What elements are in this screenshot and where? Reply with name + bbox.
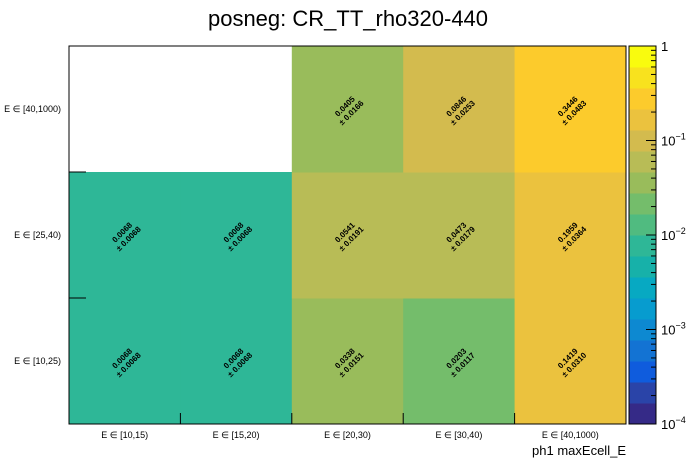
color-scale-band xyxy=(629,403,656,425)
heatmap-cell xyxy=(514,172,627,299)
heatmap-cell xyxy=(69,298,181,425)
color-scale-band xyxy=(629,67,656,89)
heatmap-cell xyxy=(69,172,181,299)
color-scale-tick-label: 10−2 xyxy=(661,226,686,243)
heatmap-cell xyxy=(180,172,293,299)
x-axis-title: ph1 maxEcell_E xyxy=(532,443,626,458)
color-scale-tick-label: 10−3 xyxy=(661,321,686,338)
x-tick-label: E ∈ [30,40) xyxy=(435,430,482,440)
x-tick-label: E ∈ [20,30) xyxy=(324,430,371,440)
color-scale-band xyxy=(629,340,656,362)
color-scale-bar: 1 10−1 10−2 10−3 10−4 xyxy=(628,39,686,432)
heatmap-cell xyxy=(403,46,516,173)
x-tick-label: E ∈ [15,20) xyxy=(213,430,260,440)
y-tick-label: E ∈ [10,25) xyxy=(14,356,61,366)
heatmap-cell xyxy=(403,172,516,299)
color-scale-band xyxy=(629,151,656,173)
plot-frame xyxy=(68,45,627,425)
chart-title: posneg: CR_TT_rho320-440 xyxy=(208,6,488,31)
color-scale-band xyxy=(629,277,656,299)
color-scale-band xyxy=(629,130,656,152)
color-scale-band xyxy=(629,109,656,131)
heatmap-cell xyxy=(514,46,627,173)
y-tick-label: E ∈ [25,40) xyxy=(14,230,61,240)
color-scale-tick-label: 1 xyxy=(661,39,668,54)
x-axis: E ∈ [10,15) E ∈ [15,20) E ∈ [20,30) E ∈ [30… xyxy=(68,413,627,440)
color-scale-band xyxy=(629,235,656,257)
x-tick-label: E ∈ [40,1000) xyxy=(542,430,599,440)
heatmap-cell xyxy=(180,298,293,425)
color-scale-band xyxy=(629,46,656,68)
color-scale-band xyxy=(629,193,656,215)
color-scale-tick-label: 10−4 xyxy=(661,415,686,432)
x-tick-label: E ∈ [10,15) xyxy=(101,430,148,440)
y-axis: E ∈ [10,25) E ∈ [25,40) E ∈ [40,1000) xyxy=(4,45,86,425)
color-scale-band xyxy=(629,382,656,404)
color-scale-band xyxy=(629,256,656,278)
y-tick-label: E ∈ [40,1000) xyxy=(4,104,61,114)
heatmap-cell xyxy=(291,172,404,299)
color-scale-band xyxy=(629,298,656,320)
color-scale-band xyxy=(629,319,656,341)
heatmap-cells: 0.0068± 0.0068 0.0068± 0.0068 0.0338± 0.01… xyxy=(69,46,627,425)
color-scale-band xyxy=(629,214,656,236)
heatmap-cell xyxy=(403,298,516,425)
color-scale-tick-label: 10−1 xyxy=(661,132,686,149)
heatmap-cell xyxy=(291,46,404,173)
heatmap-cell xyxy=(291,298,404,425)
color-scale-band xyxy=(629,361,656,383)
color-scale-band xyxy=(629,88,656,110)
color-scale-band xyxy=(629,172,656,194)
heatmap-cell xyxy=(514,298,627,425)
